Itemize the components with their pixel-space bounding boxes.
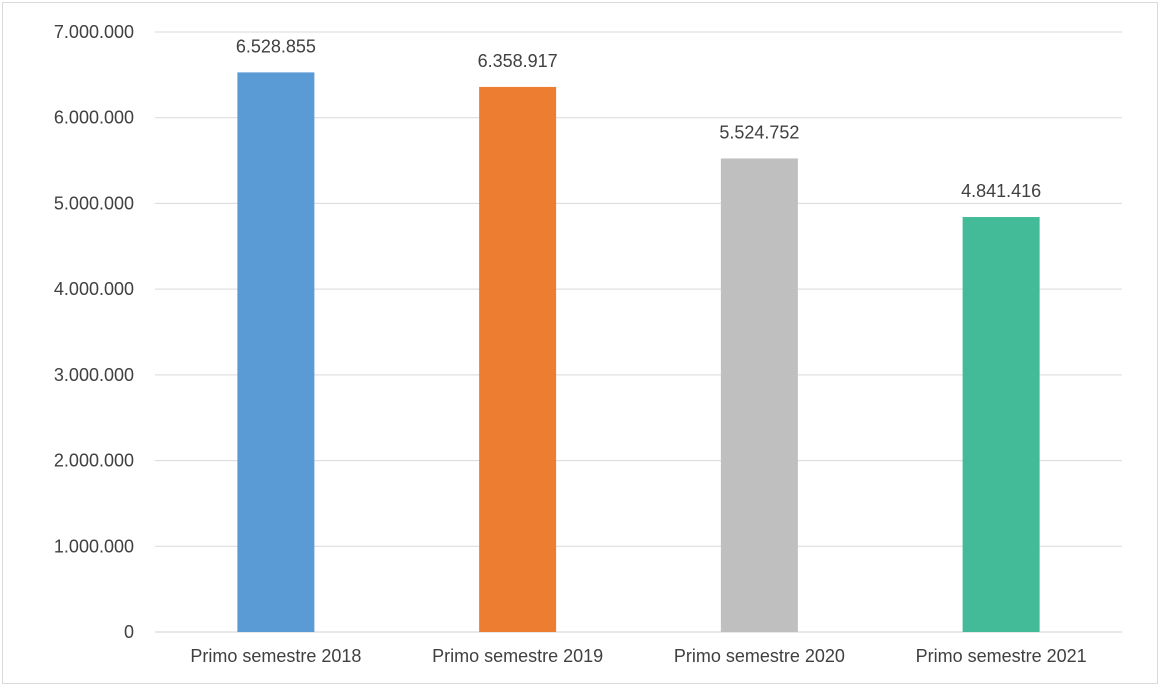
data-label: 6.358.917 <box>478 51 558 71</box>
y-tick-label: 4.000.000 <box>54 279 134 299</box>
y-tick-label: 5.000.000 <box>54 193 134 213</box>
bar <box>479 86 557 633</box>
y-tick-label: 2.000.000 <box>54 451 134 471</box>
x-axis-category-labels: Primo semestre 2018 Primo semestre 2019 Pr… <box>190 646 1086 666</box>
bars <box>237 72 1040 633</box>
x-category-label: Primo semestre 2019 <box>432 646 603 666</box>
data-label: 5.524.752 <box>719 122 799 142</box>
data-label: 6.528.855 <box>236 36 316 56</box>
x-category-label: Primo semestre 2020 <box>674 646 845 666</box>
x-category-label: Primo semestre 2018 <box>190 646 361 666</box>
bar <box>237 72 315 633</box>
bar <box>720 158 798 632</box>
data-labels: 6.528.855 6.358.917 5.524.752 4.841.416 <box>236 36 1041 201</box>
y-axis-tick-labels: 0 1.000.000 2.000.000 3.000.000 4.000.000 5.0… <box>54 22 134 642</box>
y-tick-label: 3.000.000 <box>54 365 134 385</box>
x-category-label: Primo semestre 2021 <box>916 646 1087 666</box>
y-tick-label: 0 <box>124 622 134 642</box>
bar <box>962 217 1040 632</box>
y-tick-label: 7.000.000 <box>54 22 134 42</box>
y-tick-label: 6.000.000 <box>54 108 134 128</box>
y-tick-label: 1.000.000 <box>54 536 134 556</box>
gridlines <box>155 31 1122 633</box>
data-label: 4.841.416 <box>961 181 1041 201</box>
